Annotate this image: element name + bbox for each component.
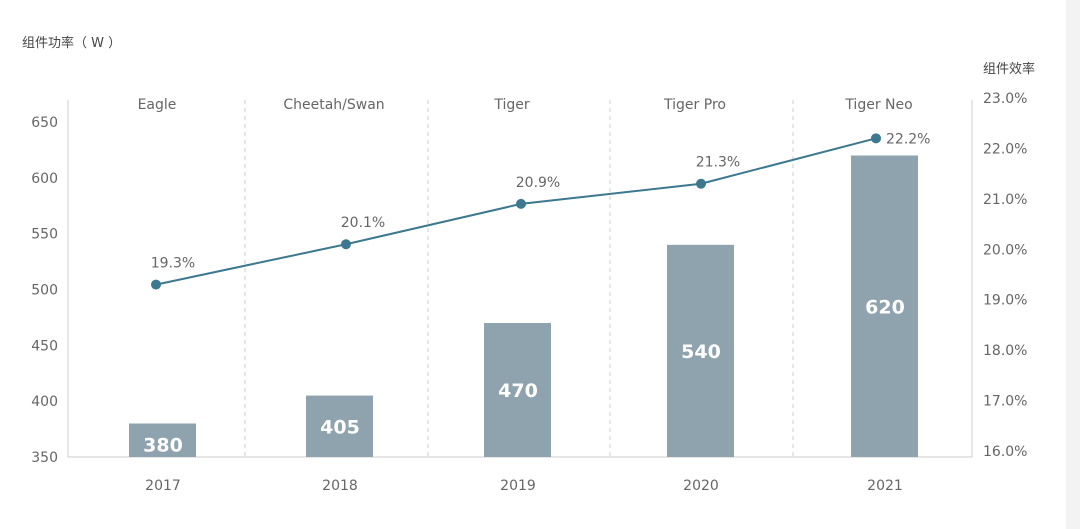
efficiency-point	[151, 279, 161, 290]
efficiency-point	[871, 133, 881, 144]
x-tick-label: 2021	[867, 478, 903, 494]
efficiency-label: 22.2%	[886, 131, 930, 147]
bar-2020	[667, 244, 734, 457]
bar-value-label: 540	[681, 341, 721, 363]
left-tick-label: 600	[31, 171, 58, 187]
efficiency-label: 21.3%	[696, 155, 740, 171]
product-label: Eagle	[138, 97, 177, 113]
x-tick-label: 2019	[500, 478, 536, 494]
bar-2017	[129, 423, 196, 457]
right-tick-label: 16.0%	[983, 444, 1027, 460]
right-tick-label: 17.0%	[983, 394, 1027, 410]
x-tick-label: 2018	[322, 478, 358, 494]
left-axis-title: 组件功率（ W ）	[22, 35, 121, 51]
bar-2018	[306, 395, 373, 457]
left-tick-label: 500	[31, 283, 58, 299]
right-tick-label: 22.0%	[983, 141, 1027, 157]
left-tick-label: 450	[31, 338, 58, 354]
efficiency-label: 19.3%	[151, 256, 195, 272]
efficiency-point	[696, 178, 706, 189]
x-tick-label: 2017	[145, 478, 181, 494]
product-label: Tiger Neo	[844, 97, 912, 113]
right-tick-label: 18.0%	[983, 343, 1027, 359]
right-tick-label: 21.0%	[983, 192, 1027, 208]
efficiency-label: 20.1%	[341, 215, 385, 231]
product-label: Tiger Pro	[663, 97, 726, 113]
left-tick-label: 650	[31, 115, 58, 131]
efficiency-label: 20.9%	[516, 175, 560, 191]
right-tick-label: 19.0%	[983, 293, 1027, 309]
left-tick-label: 400	[31, 394, 58, 410]
efficiency-point	[341, 239, 351, 250]
product-label: Tiger	[493, 97, 530, 113]
left-tick-label: 550	[31, 227, 58, 243]
efficiency-point	[516, 198, 526, 209]
right-tick-label: 20.0%	[983, 242, 1027, 258]
right-tick-label: 23.0%	[983, 91, 1027, 107]
side-strip	[1066, 0, 1080, 529]
bar-value-label: 380	[143, 435, 183, 457]
product-label: Cheetah/Swan	[283, 97, 384, 113]
bar-value-label: 620	[865, 296, 905, 318]
bar-2021	[851, 155, 918, 457]
x-tick-label: 2020	[683, 478, 719, 494]
bar-value-label: 405	[320, 416, 360, 438]
bar-2019	[484, 323, 551, 457]
left-tick-label: 350	[31, 450, 58, 466]
right-axis-title: 组件效率	[983, 61, 1035, 77]
bar-value-label: 470	[498, 380, 538, 402]
efficiency-line	[155, 137, 877, 286]
